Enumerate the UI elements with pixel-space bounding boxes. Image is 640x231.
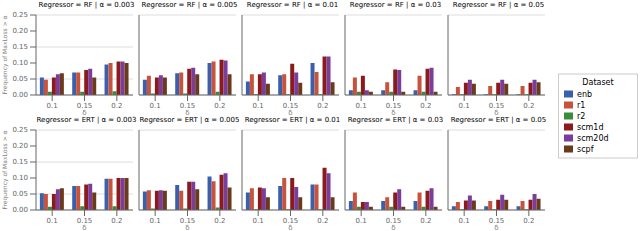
svg-text:0.15: 0.15: [385, 102, 402, 110]
svg-text:0.05: 0.05: [12, 190, 28, 198]
svg-text:δ: δ: [391, 109, 395, 115]
svg-text:0.15: 0.15: [76, 217, 93, 225]
html-text:Regressor = ERT | α = 0.005: Regressor = ERT | α = 0.005: [139, 116, 240, 124]
html-text:Regressor = RF | α = 0.003: Regressor = RF | α = 0.003: [38, 1, 135, 9]
svg-text:0.2: 0.2: [420, 102, 431, 110]
html-text:Regressor = RF | α = 0.03: Regressor = RF | α = 0.03: [349, 1, 442, 9]
svg-text:Frequency of MaxLoss > α: Frequency of MaxLoss > α: [8, 130, 9, 209]
svg-text:0.1: 0.1: [356, 102, 367, 110]
svg-text:0.2: 0.2: [111, 217, 122, 225]
svg-text:0.10: 0.10: [12, 59, 28, 67]
svg-text:0.2: 0.2: [111, 102, 122, 110]
svg-text:0.1: 0.1: [150, 102, 161, 110]
svg-text:0.10: 0.10: [12, 174, 28, 182]
svg-text:0.15: 0.15: [282, 102, 299, 110]
html-text:Regressor = RF | α = 0.01: Regressor = RF | α = 0.01: [246, 1, 339, 9]
svg-text:0.2: 0.2: [317, 102, 328, 110]
html-text:r1: r1: [577, 100, 586, 109]
svg-text:0.2: 0.2: [317, 217, 328, 225]
svg-text:0.2: 0.2: [523, 217, 534, 225]
svg-text:0.2: 0.2: [214, 102, 225, 110]
svg-text:0.25: 0.25: [12, 11, 28, 19]
svg-text:0.15: 0.15: [76, 102, 93, 110]
svg-text:0.2: 0.2: [420, 217, 431, 225]
svg-text:δ: δ: [82, 109, 86, 115]
html-text:Regressor = RF | α = 0.005: Regressor = RF | α = 0.005: [141, 1, 238, 9]
svg-text:0.1: 0.1: [150, 217, 161, 225]
svg-text:0.15: 0.15: [488, 102, 505, 110]
svg-text:0.2: 0.2: [523, 102, 534, 110]
html-text:r2: r2: [577, 111, 586, 120]
svg-text:δ: δ: [185, 109, 189, 115]
svg-text:0.15: 0.15: [179, 217, 196, 225]
svg-text:0.15: 0.15: [282, 217, 299, 225]
svg-text:0.00: 0.00: [12, 206, 28, 214]
svg-text:δ: δ: [82, 224, 86, 230]
svg-text:δ: δ: [391, 224, 395, 230]
html-text:Regressor = ERT | α = 0.003: Regressor = ERT | α = 0.003: [36, 116, 137, 124]
svg-text:0.05: 0.05: [12, 75, 28, 83]
svg-text:δ: δ: [288, 109, 292, 115]
html-text:Regressor = ERT | α = 0.05: Regressor = ERT | α = 0.05: [450, 116, 547, 124]
svg-text:Frequency of MaxLoss > α: Frequency of MaxLoss > α: [8, 15, 9, 94]
svg-text:0.1: 0.1: [459, 217, 470, 225]
svg-text:0.1: 0.1: [47, 102, 58, 110]
svg-text:δ: δ: [185, 224, 189, 230]
svg-text:0.15: 0.15: [385, 217, 402, 225]
svg-text:0.1: 0.1: [459, 102, 470, 110]
svg-text:0.00: 0.00: [12, 91, 28, 99]
html-text:Regressor = ERT | α = 0.03: Regressor = ERT | α = 0.03: [347, 116, 444, 124]
html-text:Regressor = RF | α = 0.05: Regressor = RF | α = 0.05: [452, 1, 545, 9]
html-text:scm20d: scm20d: [577, 133, 609, 142]
svg-text:0.2: 0.2: [214, 217, 225, 225]
svg-text:0.1: 0.1: [253, 102, 264, 110]
html-text:Dataset: Dataset: [582, 77, 614, 86]
svg-text:0.15: 0.15: [12, 158, 28, 166]
svg-text:0.20: 0.20: [12, 142, 28, 150]
svg-text:0.1: 0.1: [47, 217, 58, 225]
html-text:Regressor = ERT | α = 0.01: Regressor = ERT | α = 0.01: [244, 116, 341, 124]
html-text:enb: enb: [577, 89, 593, 98]
svg-text:0.15: 0.15: [179, 102, 196, 110]
svg-text:0.1: 0.1: [356, 217, 367, 225]
svg-text:0.25: 0.25: [12, 126, 28, 134]
svg-text:0.15: 0.15: [488, 217, 505, 225]
html-text:scm1d: scm1d: [577, 122, 604, 131]
svg-text:0.15: 0.15: [12, 43, 28, 51]
svg-text:δ: δ: [494, 224, 498, 230]
svg-text:0.1: 0.1: [253, 217, 264, 225]
svg-text:0.20: 0.20: [12, 27, 28, 35]
svg-text:δ: δ: [494, 109, 498, 115]
html-text:scpf: scpf: [577, 144, 594, 153]
svg-text:δ: δ: [288, 224, 292, 230]
